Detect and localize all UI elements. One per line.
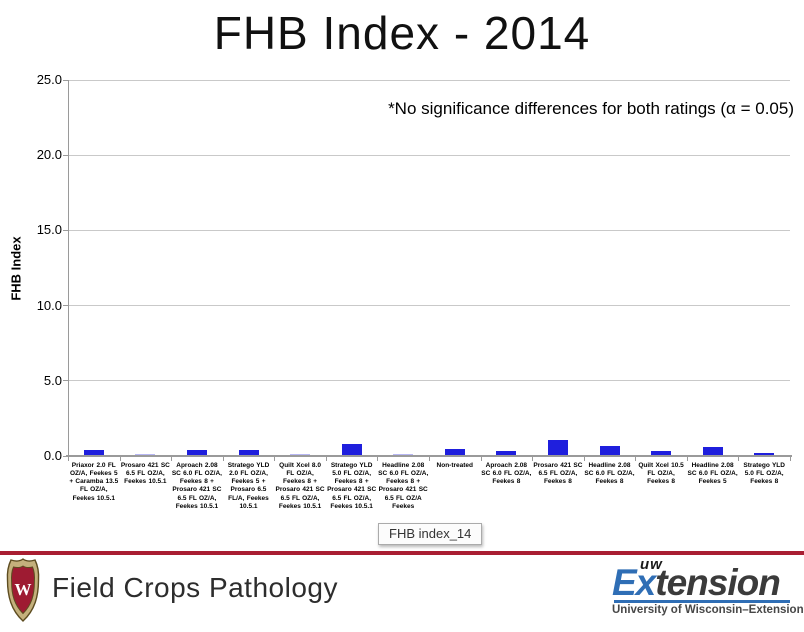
x-tick-mark (738, 457, 740, 461)
y-tick-label: 0.0 (43, 448, 62, 463)
x-category-label: Stratego YLD 2.0 FL OZ/A, Feekes 5 + Pro… (227, 462, 270, 510)
x-category-label: Headline 2.08 SC 6.0 FL OZ/A, Feekes 5 (687, 462, 738, 486)
bar (444, 449, 465, 455)
x-category-label: Prosaro 421 SC 6.5 FL OZ/A, Feekes 10.5.… (120, 462, 170, 486)
y-axis-line (67, 80, 69, 456)
y-tick-label: 5.0 (43, 372, 62, 388)
bar (702, 447, 723, 455)
y-tick-mark (63, 380, 68, 382)
y-tick-mark (63, 305, 68, 307)
x-tick-mark (68, 457, 69, 461)
x-tick-mark (171, 457, 173, 461)
uw-extension-wordmark-ex: Ex (612, 562, 656, 603)
footer-department-title: Field Crops Pathology (52, 572, 338, 603)
uw-crest-logo: W (6, 558, 40, 622)
x-category-label: Quilt Xcel 10.5 FL OZ/A, Feekes 8 (638, 462, 684, 486)
x-category-label: Aproach 2.08 SC 6.0 FL OZ/A, Feekes 8 + … (171, 462, 222, 510)
gridline (68, 79, 790, 81)
x-category-label: Non-treated (436, 462, 474, 469)
uw-extension-subtitle: University of Wisconsin–Extension (612, 604, 804, 616)
bar (186, 450, 207, 455)
y-tick-mark (63, 154, 68, 156)
x-tick-mark (635, 457, 637, 461)
y-tick-label: 20.0 (36, 147, 62, 163)
x-tick-mark (790, 457, 791, 461)
svg-text:W: W (15, 580, 32, 599)
x-category-label: Stratego YLD 5.0 FL OZ/A, Feekes 8 (743, 462, 785, 486)
x-category-label: Aproach 2.08 SC 6.0 FL OZ/A, Feekes 8 (481, 462, 532, 486)
x-tick-mark (480, 457, 482, 461)
uw-extension-wordmark-tension: tension (655, 562, 781, 603)
gridline (68, 154, 790, 156)
x-tick-mark (325, 457, 327, 461)
significance-annotation: *No significance differences for both ra… (388, 99, 794, 118)
uw-extension-wordmark: Extension (612, 562, 792, 604)
gridline (68, 305, 790, 307)
y-tick-label: 10.0 (36, 297, 62, 313)
bar (83, 450, 104, 455)
chart-title: FHB Index - 2014 (213, 7, 591, 59)
bar (393, 454, 414, 455)
uw-extension-uw-text: uw (640, 556, 663, 573)
x-tick-mark (222, 457, 224, 461)
footer-divider (0, 551, 804, 555)
y-tick-mark (63, 229, 68, 231)
x-axis-line (66, 455, 792, 457)
bar (135, 454, 156, 455)
gridline (68, 380, 790, 382)
y-tick-label: 25.0 (36, 72, 62, 87)
x-category-label: Prosaro 421 SC 6.5 FL OZ/A, Feekes 8 (533, 462, 583, 486)
x-category-label: Headline 2.08 SC 6.0 FL OZ/A, Feekes 8 (584, 462, 635, 486)
y-tick-label: 15.0 (36, 222, 62, 238)
y-tick-mark (63, 455, 68, 457)
x-tick-mark (274, 457, 276, 461)
chart-label-tooltip: FHB index_14 (378, 523, 483, 545)
bar (290, 454, 311, 455)
y-tick-mark (63, 79, 68, 81)
bar (238, 450, 259, 455)
x-tick-mark (377, 457, 379, 461)
gridline (68, 229, 790, 231)
bar (651, 451, 672, 455)
uw-extension-logo: uw Extension University of Wisconsin–Ext… (612, 554, 804, 618)
x-category-label: Headline 2.08 SC 6.0 FL OZ/A, Feekes 8 +… (378, 462, 429, 510)
x-tick-mark (532, 457, 534, 461)
x-category-label: Stratego YLD 5.0 FL OZ/A, Feekes 8 + Pro… (327, 462, 377, 510)
x-tick-mark (119, 457, 121, 461)
uw-extension-underline (614, 600, 790, 603)
x-category-label: Quilt Xcel 8.0 FL OZ/A, Feekes 8 + Prosa… (275, 462, 325, 510)
x-tick-mark (686, 457, 688, 461)
bar (754, 453, 775, 455)
x-tick-mark (429, 457, 430, 461)
bar (599, 445, 620, 455)
bar (496, 450, 517, 455)
x-tick-mark (583, 457, 585, 461)
bar (547, 439, 568, 455)
x-category-label: Priaxor 2.0 FL OZ/A, Feekes 5 + Caramba … (69, 462, 119, 502)
bar (341, 444, 362, 455)
